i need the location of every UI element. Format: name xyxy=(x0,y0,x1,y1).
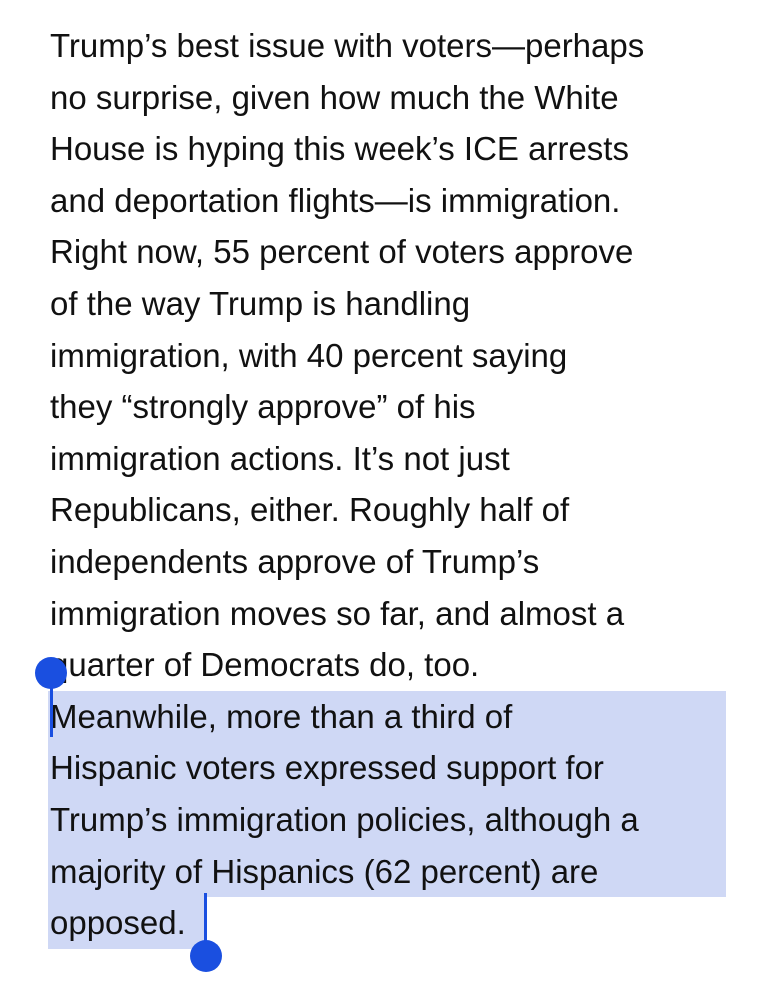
article-line: independents approve of Trump’s xyxy=(50,542,540,580)
article-body: Trump’s best issue with voters—perhaps n… xyxy=(48,20,750,949)
selected-line[interactable]: Trump’s immigration policies, although a xyxy=(48,793,750,846)
article-line: House is hyping this week’s ICE arrests xyxy=(50,130,629,168)
selected-line[interactable]: Hispanic voters expressed support for xyxy=(48,742,750,794)
article-line: immigration moves so far, and almost a xyxy=(50,594,625,632)
article-line: of the way Trump is handling xyxy=(50,284,471,322)
selected-line[interactable]: Meanwhile, more than a third of xyxy=(48,690,750,743)
article-line: they “strongly approve” of his xyxy=(50,388,476,426)
selected-line-text[interactable]: Meanwhile, more than a third of xyxy=(48,690,726,743)
selection-start-caret xyxy=(50,683,53,737)
article-line: Right now, 55 percent of voters approve xyxy=(50,233,634,271)
selection-end-caret xyxy=(204,893,207,945)
selected-line[interactable]: majority of Hispanics (62 percent) are xyxy=(48,845,750,898)
article-line: Republicans, either. Roughly half of xyxy=(50,491,570,529)
article-line: quarter of Democrats do, too. xyxy=(50,646,480,684)
selection-start-knob[interactable] xyxy=(35,657,67,689)
selection-end-knob[interactable] xyxy=(190,940,222,972)
selected-line-text[interactable]: opposed. xyxy=(48,897,205,949)
selected-line-text[interactable]: Trump’s immigration policies, although a xyxy=(48,793,726,846)
selected-line-text[interactable]: Hispanic voters expressed support for xyxy=(48,742,726,794)
selected-text-block[interactable]: Meanwhile, more than a third of Hispanic… xyxy=(48,690,750,949)
selected-line-text[interactable]: majority of Hispanics (62 percent) are xyxy=(48,845,726,898)
article-line: Trump’s best issue with voters—perhaps xyxy=(50,27,645,64)
article-line: immigration actions. It’s not just xyxy=(50,439,510,477)
article-line: immigration, with 40 percent saying xyxy=(50,336,568,374)
article-line: no surprise, given how much the White xyxy=(50,78,619,116)
selected-line[interactable]: opposed. xyxy=(48,897,750,949)
article-line: and deportation flights—is immigration. xyxy=(50,181,621,219)
